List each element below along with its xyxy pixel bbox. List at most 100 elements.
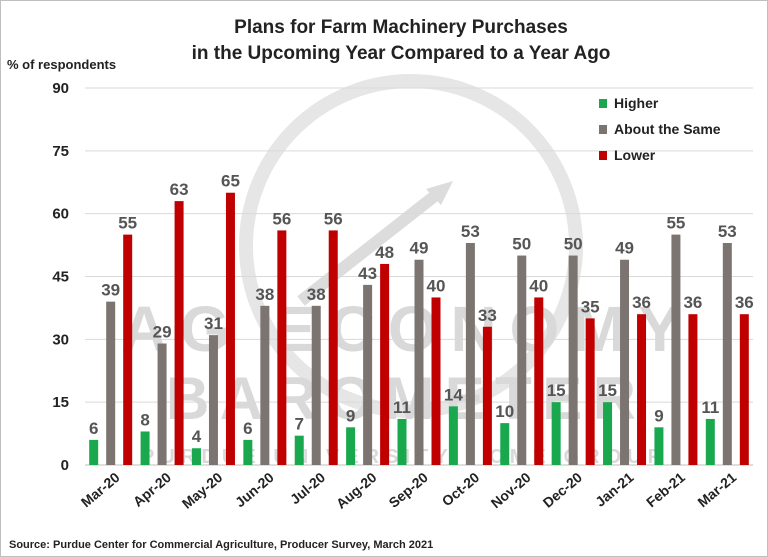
data-label: 65: [221, 172, 240, 191]
bar-about-the-same-nov-20: [517, 255, 527, 465]
bar-lower-aug-20: [380, 263, 390, 465]
y-tick-label: 30: [52, 331, 69, 348]
data-label: 36: [735, 293, 754, 312]
x-tick-label: May-20: [179, 469, 226, 512]
bar-higher-dec-20: [551, 402, 561, 465]
x-tick-label: Mar-20: [78, 469, 123, 510]
legend-swatch: [599, 151, 607, 160]
data-label: 6: [89, 419, 98, 438]
bar-lower-jan-21: [637, 314, 647, 465]
legend-entry: About the Same: [614, 121, 721, 137]
data-label: 48: [375, 243, 394, 262]
data-label: 33: [478, 306, 497, 325]
bar-about-the-same-feb-21: [671, 234, 681, 465]
data-label: 49: [410, 239, 429, 258]
bar-about-the-same-dec-20: [568, 255, 578, 465]
data-label: 63: [170, 180, 189, 199]
data-label: 15: [598, 381, 617, 400]
data-label: 39: [101, 281, 120, 300]
bar-lower-oct-20: [482, 326, 492, 465]
legend: Higher About the Same Lower: [599, 95, 721, 163]
data-label: 10: [495, 402, 514, 421]
watermark-gauge-ring: [239, 74, 583, 418]
data-label: 36: [632, 293, 651, 312]
data-label: 56: [324, 209, 343, 228]
data-labels: 6 39 55 8 29 63 4 31 65 6 38 56 7 38 56 9 43 48 11 49 40 14 53…: [89, 172, 754, 447]
bar-higher-nov-20: [500, 423, 510, 465]
bar-about-the-same-sep-20: [414, 259, 424, 465]
bar-lower-may-20: [225, 192, 235, 465]
watermark-arrow-icon: [426, 181, 453, 205]
source-note: Source: Purdue Center for Commercial Agr…: [9, 539, 433, 551]
data-label: 14: [444, 385, 463, 404]
x-tick-label: Nov-20: [488, 469, 534, 511]
data-label: 7: [294, 415, 303, 434]
x-tick-label: Jun-20: [232, 469, 277, 510]
bar-lower-apr-20: [174, 201, 184, 465]
x-tick-label: Dec-20: [540, 469, 586, 511]
data-label: 11: [393, 398, 411, 417]
data-label: 53: [718, 222, 737, 241]
bar-higher-mar-21: [705, 418, 715, 465]
y-tick-label: 60: [52, 206, 69, 223]
bar-lower-feb-21: [688, 314, 698, 465]
data-label: 29: [153, 323, 172, 342]
data-label: 43: [358, 264, 377, 283]
bar-about-the-same-oct-20: [465, 242, 475, 465]
data-label: 4: [192, 427, 202, 446]
y-tick-label: 15: [52, 394, 69, 411]
data-label: 11: [701, 398, 719, 417]
bar-higher-mar-20: [89, 439, 99, 465]
bar-about-the-same-apr-20: [157, 343, 167, 465]
y-tick-label: 0: [61, 457, 69, 474]
data-label: 9: [346, 406, 355, 425]
x-tick-label: Jul-20: [287, 469, 328, 507]
bar-about-the-same-jun-20: [260, 305, 270, 465]
bar-higher-may-20: [191, 448, 201, 465]
data-label: 35: [581, 297, 600, 316]
y-axis-label: % of respondents: [7, 57, 116, 72]
bar-about-the-same-mar-21: [722, 242, 732, 465]
data-label: 50: [512, 235, 531, 254]
bar-higher-jan-21: [603, 402, 613, 465]
bar-higher-oct-20: [448, 406, 458, 465]
bar-lower-jul-20: [328, 230, 338, 465]
watermark-gauge-needle: [297, 186, 445, 306]
x-tick-label: Jan-21: [592, 469, 636, 510]
bar-about-the-same-may-20: [208, 335, 218, 465]
x-tick-label: Sep-20: [385, 469, 431, 511]
data-label: 36: [683, 293, 702, 312]
data-label: 38: [255, 285, 274, 304]
x-tick-label: Feb-21: [643, 469, 688, 510]
bar-about-the-same-mar-20: [106, 301, 116, 465]
bar-higher-aug-20: [346, 427, 356, 465]
bar-lower-jun-20: [277, 230, 287, 465]
y-tick-label: 45: [52, 269, 69, 286]
data-label: 6: [243, 419, 252, 438]
bar-about-the-same-jul-20: [311, 305, 321, 465]
data-label: 40: [529, 276, 548, 295]
data-label: 55: [118, 214, 137, 233]
data-label: 40: [427, 276, 446, 295]
bars: [89, 192, 749, 465]
x-axis-ticks: Mar-20 Apr-20 May-20 Jun-20 Jul-20 Aug-20 Sep-…: [78, 469, 740, 512]
data-label: 15: [547, 381, 566, 400]
bar-lower-mar-20: [123, 234, 133, 465]
bar-about-the-same-jan-21: [620, 259, 630, 465]
bar-higher-sep-20: [397, 418, 407, 465]
bar-lower-mar-21: [739, 314, 749, 465]
bar-higher-jul-20: [294, 435, 304, 465]
x-tick-label: Oct-20: [439, 469, 483, 509]
x-tick-label: Mar-21: [694, 469, 739, 510]
y-tick-label: 90: [52, 80, 69, 97]
legend-swatch: [599, 125, 607, 134]
x-tick-label: Aug-20: [333, 469, 380, 512]
legend-entry: Higher: [614, 95, 659, 111]
x-tick-label: Apr-20: [130, 469, 174, 510]
chart-title-line1: Plans for Farm Machinery Purchases: [234, 17, 568, 38]
y-tick-label: 75: [52, 143, 69, 160]
bar-lower-sep-20: [431, 297, 441, 465]
legend-swatch: [599, 99, 607, 108]
